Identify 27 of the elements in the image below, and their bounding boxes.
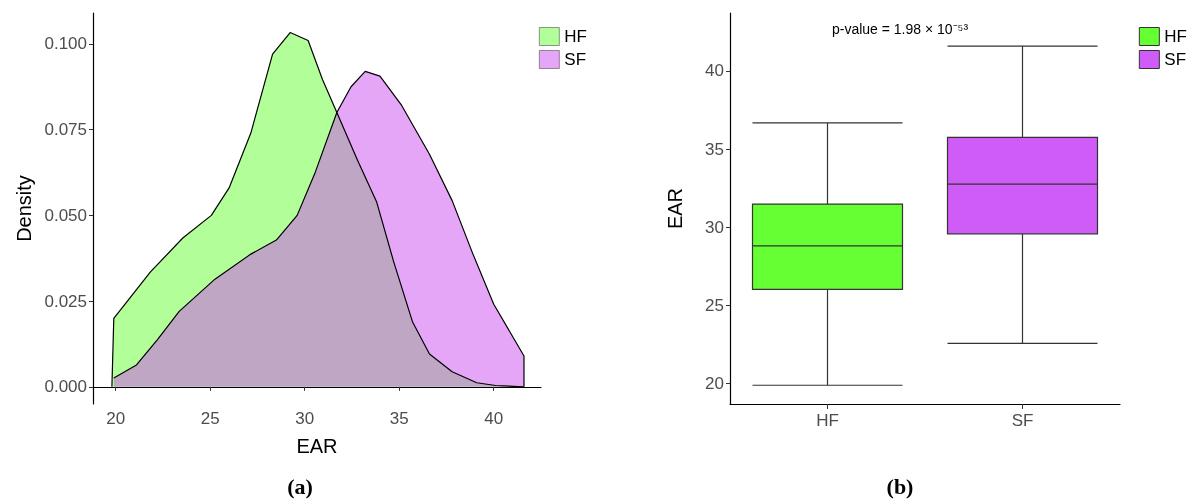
- y-tick-label: 20: [705, 374, 724, 394]
- x-tick-label: SF: [1011, 411, 1034, 430]
- annotation: p-value = 1.98 × 10⁻⁵³: [831, 21, 969, 37]
- text: (a): [287, 473, 313, 499]
- y-tick-label: 0.025: [44, 291, 87, 311]
- y-tick-label: 30: [705, 217, 724, 237]
- y-tick-label: 0.050: [44, 205, 87, 225]
- x-tick-label: 35: [389, 409, 409, 428]
- y-tick-label: 35: [705, 139, 724, 159]
- x-tick-label: 25: [200, 409, 220, 428]
- legend-label: HF: [1164, 27, 1188, 46]
- legend-label: SF: [564, 50, 587, 69]
- y-axis-title: EAR: [664, 187, 686, 230]
- y-tick-label: 40: [705, 61, 724, 81]
- x-tick-label: 30: [295, 409, 315, 428]
- y-axis-title: Density: [12, 175, 35, 242]
- x-axis-title: EAR: [296, 435, 338, 457]
- x-tick-label: 20: [106, 409, 126, 428]
- legend-label: SF: [1164, 50, 1187, 69]
- y-tick-label: 25: [705, 295, 724, 315]
- x-tick-label: 40: [484, 409, 504, 428]
- x-tick-label: HF: [816, 411, 839, 430]
- legend-label: HF: [564, 27, 588, 46]
- y-tick-label: 0.000: [44, 377, 87, 397]
- text: (b): [886, 473, 914, 499]
- y-tick-label: 0.075: [44, 120, 87, 140]
- y-tick-label: 0.100: [44, 34, 87, 54]
